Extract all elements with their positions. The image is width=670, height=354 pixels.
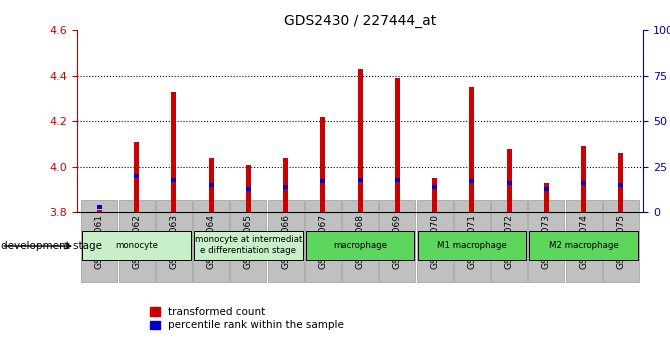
Bar — [358, 178, 362, 182]
Bar — [134, 142, 139, 212]
Bar — [97, 210, 102, 212]
Bar — [320, 117, 326, 212]
Bar — [581, 146, 586, 212]
Bar — [172, 92, 176, 212]
Bar — [395, 78, 400, 212]
Bar — [358, 69, 362, 212]
Bar — [470, 87, 474, 212]
Text: macrophage: macrophage — [333, 241, 387, 250]
Text: M2 macrophage: M2 macrophage — [549, 241, 618, 250]
Bar — [470, 179, 474, 183]
Title: GDS2430 / 227444_at: GDS2430 / 227444_at — [284, 14, 436, 28]
Text: monocyte at intermediat
e differentiation stage: monocyte at intermediat e differentiatio… — [195, 235, 302, 255]
Text: M1 macrophage: M1 macrophage — [437, 241, 507, 250]
Bar — [194, 231, 303, 259]
Bar — [618, 153, 623, 212]
Text: monocyte: monocyte — [115, 241, 158, 250]
Bar — [172, 178, 176, 182]
Bar — [209, 158, 214, 212]
Bar — [507, 149, 511, 212]
Bar — [618, 183, 623, 187]
Bar — [209, 183, 214, 187]
Bar — [529, 231, 638, 259]
Bar — [432, 185, 437, 189]
Bar — [395, 178, 400, 182]
Bar — [417, 231, 526, 259]
Bar — [544, 187, 549, 191]
Bar — [246, 187, 251, 191]
Bar — [507, 181, 511, 185]
Bar — [432, 178, 437, 212]
Bar — [134, 174, 139, 178]
Legend: transformed count, percentile rank within the sample: transformed count, percentile rank withi… — [150, 307, 344, 331]
Text: development stage: development stage — [1, 241, 103, 251]
Bar — [97, 205, 102, 209]
Bar — [581, 181, 586, 185]
Bar — [283, 185, 288, 189]
Bar — [320, 179, 326, 183]
Bar — [306, 231, 414, 259]
Bar — [82, 231, 191, 259]
Bar — [544, 183, 549, 212]
Bar — [246, 165, 251, 212]
Bar — [283, 158, 288, 212]
